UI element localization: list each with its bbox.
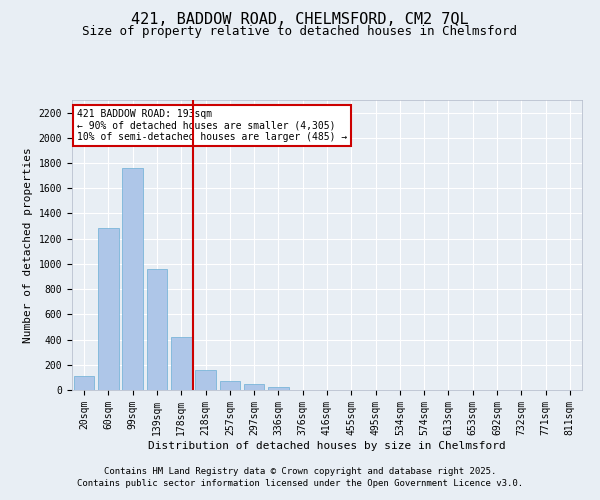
Text: 421 BADDOW ROAD: 193sqm
← 90% of detached houses are smaller (4,305)
10% of semi: 421 BADDOW ROAD: 193sqm ← 90% of detache… <box>77 108 347 142</box>
Bar <box>268 388 289 390</box>
Bar <box>122 168 143 390</box>
Bar <box>244 384 265 390</box>
Bar <box>74 376 94 390</box>
Text: Contains HM Land Registry data © Crown copyright and database right 2025.: Contains HM Land Registry data © Crown c… <box>104 467 496 476</box>
Y-axis label: Number of detached properties: Number of detached properties <box>23 147 33 343</box>
Bar <box>220 381 240 390</box>
Bar <box>146 269 167 390</box>
Text: Contains public sector information licensed under the Open Government Licence v3: Contains public sector information licen… <box>77 478 523 488</box>
Bar <box>171 337 191 390</box>
Text: 421, BADDOW ROAD, CHELMSFORD, CM2 7QL: 421, BADDOW ROAD, CHELMSFORD, CM2 7QL <box>131 12 469 28</box>
X-axis label: Distribution of detached houses by size in Chelmsford: Distribution of detached houses by size … <box>148 440 506 450</box>
Bar <box>98 228 119 390</box>
Text: Size of property relative to detached houses in Chelmsford: Size of property relative to detached ho… <box>83 25 517 38</box>
Bar <box>195 370 216 390</box>
